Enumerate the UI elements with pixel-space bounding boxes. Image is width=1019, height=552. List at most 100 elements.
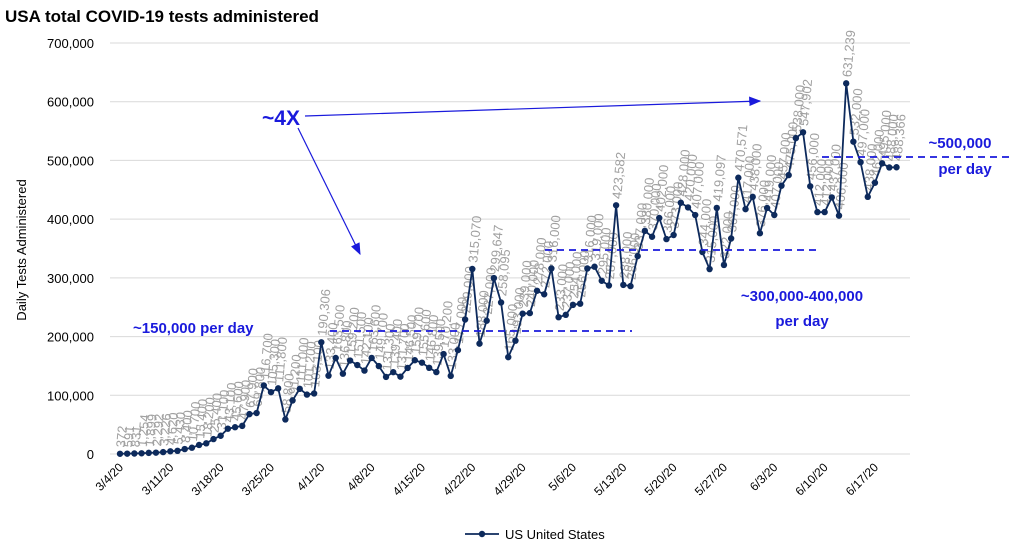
y-tick-label: 100,000 — [47, 388, 94, 403]
data-label: 4,620 — [163, 412, 181, 446]
marker — [181, 445, 188, 453]
marker — [145, 449, 152, 457]
data-label: 495,000 — [875, 109, 894, 157]
marker — [418, 359, 426, 366]
marker — [505, 353, 512, 361]
marker — [246, 410, 253, 418]
marker — [210, 435, 217, 443]
data-label: 254,000 — [566, 251, 585, 299]
marker — [167, 448, 174, 455]
data-label: 319,000 — [588, 213, 607, 261]
marker — [648, 233, 656, 240]
marker — [397, 373, 404, 380]
data-label: 278,000 — [530, 237, 549, 285]
marker — [576, 300, 584, 307]
marker — [634, 252, 641, 260]
marker — [440, 350, 447, 358]
marker — [289, 397, 296, 404]
arrow — [304, 96, 762, 117]
x-tick-label: 4/15/20 — [390, 460, 428, 498]
marker — [605, 282, 613, 289]
marker — [382, 373, 390, 381]
marker — [555, 313, 562, 321]
data-label: 372 — [113, 425, 130, 448]
marker — [893, 164, 900, 171]
marker — [807, 183, 814, 190]
data-label: 407,000 — [688, 161, 707, 209]
x-tick-label: 4/22/20 — [440, 460, 478, 498]
marker — [282, 416, 289, 423]
marker — [253, 409, 260, 417]
marker — [864, 193, 871, 201]
marker — [850, 138, 857, 145]
data-label: 193,000 — [508, 287, 527, 335]
marker — [260, 382, 267, 389]
marker — [692, 211, 699, 219]
marker — [548, 265, 555, 272]
marker — [814, 208, 821, 216]
data-label: 256,000 — [573, 250, 592, 298]
marker — [584, 265, 591, 272]
y-tick-label: 0 — [87, 447, 94, 462]
marker — [368, 354, 375, 362]
data-label: 406,000 — [832, 162, 851, 210]
data-label: 155,600 — [415, 309, 434, 357]
marker — [656, 214, 663, 222]
marker — [742, 205, 749, 213]
x-tick-label: 5/27/20 — [692, 460, 730, 498]
data-label: 25,400 — [207, 392, 225, 433]
marker — [375, 362, 383, 370]
data-label: 18,200 — [199, 397, 217, 438]
legend-label: US United States — [505, 527, 605, 542]
marker — [361, 367, 368, 374]
x-tick-label: 5/6/20 — [546, 460, 580, 494]
data-label: 105,300 — [264, 338, 283, 386]
marker — [598, 277, 605, 284]
marker — [267, 388, 275, 396]
data-label: 272,000 — [537, 240, 556, 288]
annotation: ~150,000 per day — [133, 320, 254, 337]
marker — [123, 450, 131, 457]
marker — [886, 164, 893, 171]
marker — [533, 287, 541, 294]
marker — [310, 390, 318, 397]
data-label: 45,600 — [228, 381, 246, 422]
x-tick-label: 3/4/20 — [93, 460, 127, 494]
data-label: 547,902 — [796, 78, 815, 126]
marker — [799, 129, 807, 136]
data-label: 103,100 — [307, 340, 326, 388]
data-label: 419,000 — [760, 154, 779, 202]
marker — [469, 265, 476, 273]
data-label: 420,000 — [681, 154, 700, 202]
annotation: per day — [775, 313, 829, 330]
marker — [591, 263, 598, 270]
data-label: 380,000 — [638, 177, 657, 225]
marker — [821, 208, 828, 216]
data-label: 237,000 — [559, 261, 578, 309]
data-label: 419,097 — [710, 154, 729, 202]
data-label: 116,700 — [257, 333, 276, 380]
data-label: 31,100 — [214, 389, 232, 430]
x-tick-label: 6/17/20 — [843, 460, 881, 498]
marker — [231, 424, 239, 431]
data-label: 111,800 — [271, 336, 290, 382]
arrow — [297, 127, 361, 256]
data-label: 367,000 — [724, 185, 743, 233]
marker — [203, 440, 210, 447]
data-label: 295,000 — [595, 227, 614, 275]
marker — [116, 450, 124, 457]
data-label: 177,000 — [451, 296, 470, 344]
data-label: 428,000 — [674, 149, 693, 197]
data-label: 344,000 — [695, 198, 714, 246]
data-label: 407,000 — [767, 161, 786, 209]
data-label: 163,500 — [329, 304, 348, 352]
data-label: 438,000 — [861, 143, 880, 191]
data-label: 69,800 — [250, 366, 268, 407]
data-label: 366,000 — [659, 185, 678, 233]
data-label: 631,239 — [839, 30, 858, 78]
marker — [771, 211, 778, 219]
marker — [569, 301, 577, 309]
data-label: 286,000 — [624, 232, 643, 280]
data-label: 146,500 — [401, 314, 420, 362]
